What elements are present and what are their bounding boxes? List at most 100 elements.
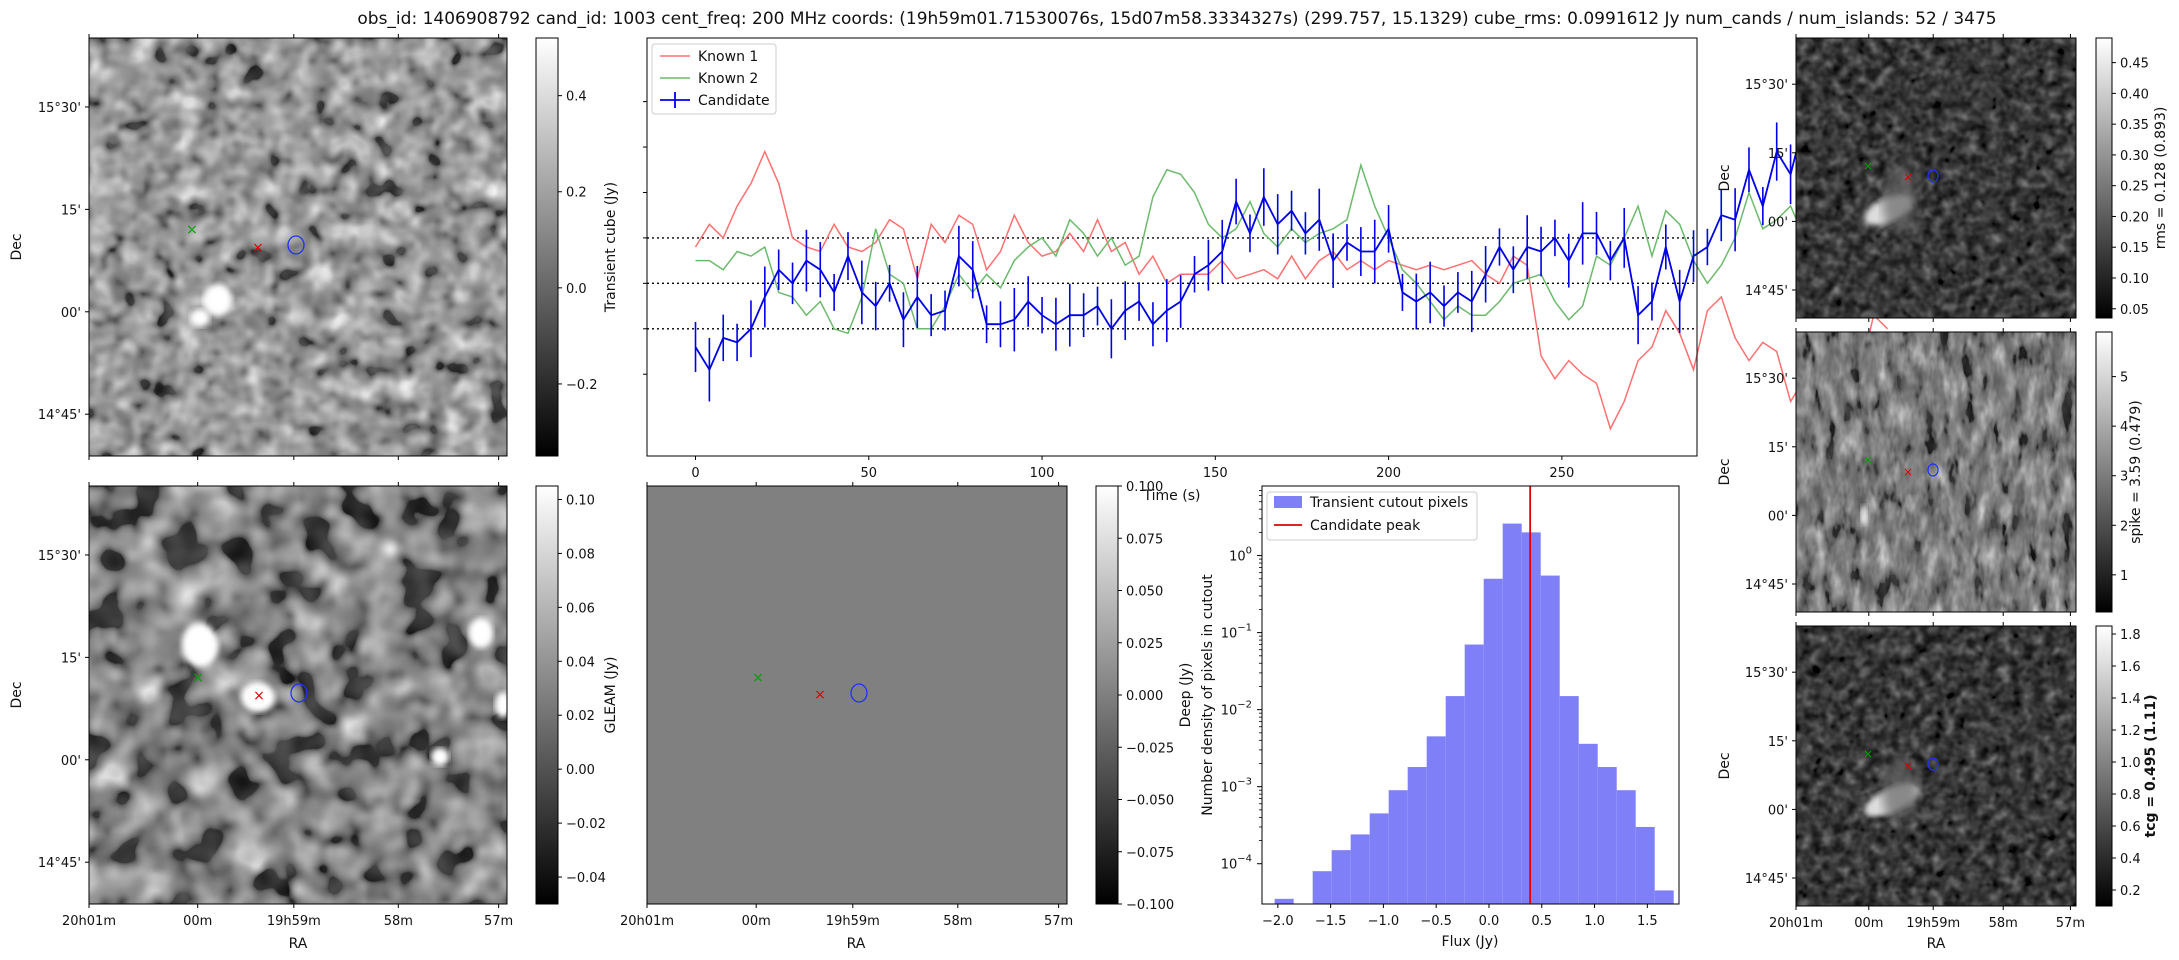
ytick-label: 15' (61, 203, 81, 218)
ytick-label: 00' (1768, 803, 1788, 818)
xtick-label: 19h59m (826, 914, 880, 929)
colorbar-tick-label: 0.40 (2120, 87, 2149, 102)
colorbar-tick-label: 5 (2120, 371, 2128, 386)
svg-text:×: × (1903, 170, 1913, 184)
colorbar-tick-label: −0.100 (1126, 898, 1174, 913)
xtick-label: 19h59m (267, 914, 321, 929)
gleam-ylabel: Dec (9, 681, 25, 708)
ytick-label: 100 (1229, 546, 1252, 565)
xtick-label: 1.5 (1637, 914, 1658, 929)
xtick-label: 58m (384, 914, 413, 929)
colorbar-tick-label: −0.04 (566, 871, 606, 886)
legend-hist: Transient cutout pixels (1309, 495, 1468, 511)
transient-colorbar: 0.4 0.2 0.0 −0.2 Transient cube (Jy) (535, 37, 619, 457)
histogram-bar (1464, 644, 1484, 904)
ytick-label: 00' (61, 306, 81, 321)
colorbar-tick-label: 0.2 (2120, 884, 2141, 899)
ytick-label: 15' (1768, 147, 1788, 162)
tcg-colorbar: 1.8 1.6 1.4 1.2 1.0 0.8 0.6 0.4 0.2 tcg = 0.495 (… (2095, 625, 2159, 907)
colorbar-gradient (2095, 331, 2113, 613)
histogram-bar (1369, 813, 1389, 904)
histogram-ylabel: Number density of pixels in cutout (1200, 574, 1216, 816)
rms-image (1796, 38, 2076, 318)
candidate-marker: × (814, 687, 826, 703)
xtick-label: −0.5 (1420, 914, 1452, 929)
colorbar-tick-label: 0.2 (566, 186, 587, 201)
gleam-panel: × × 15°30' 15' 00' 14°45' 20h01m 00m 19h59m 58m… (9, 482, 513, 952)
histogram-bar (1350, 834, 1370, 904)
rms-ylabel: Dec (1717, 164, 1733, 191)
colorbar-tick-label: 0.08 (566, 547, 595, 562)
histogram-bar (1654, 890, 1674, 904)
colorbar-label: Deep (Jy) (1178, 663, 1194, 728)
spike-colorbar: 5 4 3 2 1 spike = 3.59 (0.479) (2095, 331, 2144, 613)
colorbar-tick-label: 3 (2120, 470, 2128, 485)
ytick-label: 14°45' (1745, 872, 1788, 887)
xtick-label: 0.5 (1531, 914, 1552, 929)
colorbar-tick-label: 1 (2120, 569, 2128, 584)
histogram-bar (1445, 696, 1465, 904)
colorbar-tick-label: 0.02 (566, 709, 595, 724)
gleam-xlabel: RA (289, 936, 308, 952)
colorbar-tick-label: 0.6 (2120, 820, 2141, 835)
histogram-panel: −2.0 −1.5 −1.0 −0.5 0.0 0.5 1.0 1.5 10−4 10−3 10−2… (1200, 485, 1680, 950)
lightcurve-panel: 0 50 100 150 200 250 Time (s) Known 1 Known 2… (643, 37, 1958, 504)
deep-colorbar: 0.100 0.075 0.050 0.025 0.000 −0.025 −0.050 −0.… (1095, 480, 1194, 913)
histogram-bar (1483, 578, 1503, 904)
legend-candidate: Candidate (698, 93, 770, 109)
histogram-bar (1635, 826, 1655, 904)
gleam-image (89, 486, 507, 904)
ytick-label: 00' (1768, 509, 1788, 524)
colorbar-tick-label: 0.4 (2120, 852, 2141, 867)
ytick-label: 10−3 (1221, 777, 1252, 796)
colorbar-tick-label: 1.6 (2120, 660, 2141, 675)
colorbar-gradient (2095, 625, 2113, 907)
colorbar-tick-label: 0.30 (2120, 149, 2149, 164)
xtick-label: 20h01m (62, 914, 116, 929)
xtick-label: 1.0 (1584, 914, 1605, 929)
histogram-bar (1388, 790, 1408, 904)
known2-marker: × (186, 222, 198, 238)
ytick-label: 15°30' (1745, 372, 1788, 387)
xtick-label: 150 (1203, 466, 1228, 481)
tcg-ylabel: Dec (1717, 752, 1733, 779)
colorbar-tick-label: 0.050 (1126, 585, 1163, 600)
histogram-legend: Transient cutout pixels Candidate peak (1266, 491, 1478, 541)
ytick-label: 10−4 (1221, 854, 1252, 873)
colorbar-tick-label: −0.075 (1126, 846, 1174, 861)
colorbar-tick-label: 4 (2120, 420, 2128, 435)
ytick-label: 10−1 (1221, 623, 1252, 642)
colorbar-tick-label: −0.02 (566, 817, 606, 832)
lightcurve-xlabel: Time (s) (1143, 488, 1201, 504)
ytick-label: 00' (61, 754, 81, 769)
legend-peak: Candidate peak (1310, 518, 1421, 534)
colorbar-label: GLEAM (Jy) (603, 657, 619, 734)
histogram-bar (1578, 743, 1598, 904)
histogram-bar (1597, 767, 1617, 904)
transient-panel: × × 15°30' 15' 00' 14°45' Dec (9, 34, 508, 460)
spike-panel: × × 15°30' 15' 00' 14°45' Dec (1717, 328, 2077, 616)
histogram-bar (1407, 767, 1427, 904)
deep-panel: × × 20h01m 00m 19h59m 58m 57m RA (620, 482, 1073, 952)
colorbar-tick-label: 0.06 (566, 601, 595, 616)
histogram-bar (1312, 871, 1332, 904)
xtick-label: 250 (1549, 466, 1574, 481)
colorbar-tick-label: 0.15 (2120, 241, 2149, 256)
colorbar-tick-label: 1.0 (2120, 756, 2141, 771)
colorbar-gradient (535, 485, 559, 905)
tcg-panel: × × 15°30' 15' 00' 14°45' 20h01m 00m 19h59m 58m… (1717, 622, 2085, 952)
colorbar-tick-label: 0.4 (566, 90, 587, 105)
colorbar-tick-label: 1.2 (2120, 724, 2141, 739)
xtick-label: 00m (742, 914, 771, 929)
deep-image (647, 486, 1067, 904)
ytick-label: 15' (1768, 441, 1788, 456)
histogram-bar (1502, 523, 1522, 904)
ytick-label: 00' (1768, 215, 1788, 230)
svg-text:×: × (1863, 453, 1873, 467)
colorbar-label: spike = 3.59 (0.479) (2128, 400, 2144, 544)
tcg-image (1796, 626, 2076, 906)
histogram-bar (1559, 696, 1579, 904)
ytick-label: 15°30' (1745, 78, 1788, 93)
xtick-label: 58m (1989, 916, 2018, 931)
